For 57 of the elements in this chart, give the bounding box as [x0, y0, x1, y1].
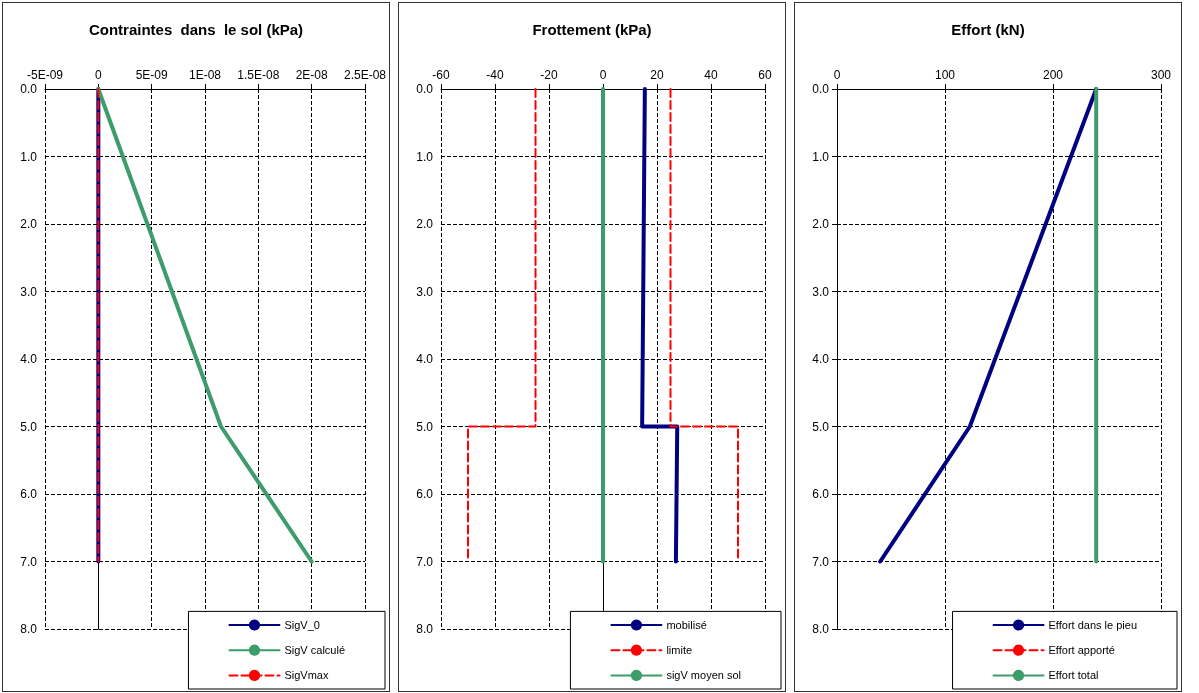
legend-label: SigV calculé	[284, 644, 346, 657]
y-tick-label: 0.0	[20, 82, 38, 96]
x-tick-label: 20	[650, 68, 664, 82]
y-tick-label: 3.0	[416, 284, 434, 299]
y-tick-label: 6.0	[812, 487, 830, 501]
chart-title: Contraintes dans le sol (kPa)	[88, 21, 304, 38]
y-tick-label: 8.0	[416, 622, 434, 636]
y-tick-label: 0.0	[416, 82, 434, 96]
x-tick-label: 1E-08	[188, 68, 222, 82]
x-tick-label: 0	[94, 68, 102, 82]
x-tick-label: -40	[486, 68, 504, 82]
y-tick-label: 0.0	[812, 82, 830, 96]
y-tick-label: 3.0	[20, 284, 38, 299]
legend-label: sigV moyen sol	[666, 669, 742, 682]
y-tick-label: 4.0	[416, 352, 434, 366]
y-tick-label: 1.0	[812, 149, 830, 164]
x-tick-label: 1.5E-08	[237, 68, 280, 82]
y-tick-label: 7.0	[812, 554, 830, 569]
y-tick-label: 5.0	[812, 419, 830, 434]
x-tick-label: 200	[1042, 68, 1064, 82]
y-tick-label: 2.0	[416, 217, 434, 231]
chart-title: Effort (kN)	[951, 21, 1025, 38]
x-tick-label: 2E-08	[295, 68, 328, 82]
y-tick-label: 6.0	[20, 487, 38, 501]
legend-label: SigV_0	[284, 619, 320, 631]
x-tick-label: -5E-09	[26, 68, 64, 82]
y-tick-label: 4.0	[20, 352, 38, 366]
x-tick-label: 0	[599, 68, 607, 82]
legend-label: Effort apporté	[1048, 644, 1115, 657]
x-tick-label: -20	[540, 68, 558, 82]
y-tick-label: 7.0	[20, 554, 38, 569]
x-tick-label: 5E-09	[135, 68, 168, 82]
x-tick-label: 100	[934, 68, 956, 82]
x-tick-label: -60	[432, 68, 450, 82]
y-tick-label: 3.0	[812, 284, 830, 299]
y-tick-label: 6.0	[416, 487, 434, 501]
legend-label: limite	[666, 644, 693, 657]
x-tick-label: 0	[833, 68, 841, 82]
x-tick-label: 2.5E-08	[343, 68, 387, 82]
x-tick-label: 60	[758, 68, 772, 82]
x-tick-label: 40	[704, 68, 718, 82]
y-tick-label: 4.0	[812, 352, 830, 366]
legend-label: Effort total	[1048, 669, 1099, 682]
y-tick-label: 2.0	[812, 217, 830, 231]
y-tick-label: 5.0	[416, 419, 434, 434]
legend-label: mobilisé	[666, 619, 707, 631]
y-tick-label: 1.0	[416, 149, 434, 164]
chart-title: Frottement (kPa)	[532, 21, 652, 38]
legend-label: SigVmax	[284, 669, 329, 682]
legend-label: Effort dans le pieu	[1048, 619, 1137, 631]
y-tick-label: 1.0	[20, 149, 38, 164]
y-tick-label: 5.0	[20, 419, 38, 434]
x-tick-label: 300	[1150, 68, 1172, 82]
y-tick-label: 7.0	[416, 554, 434, 569]
y-tick-label: 8.0	[812, 622, 830, 636]
y-tick-label: 2.0	[20, 217, 38, 231]
y-tick-label: 8.0	[20, 622, 38, 636]
